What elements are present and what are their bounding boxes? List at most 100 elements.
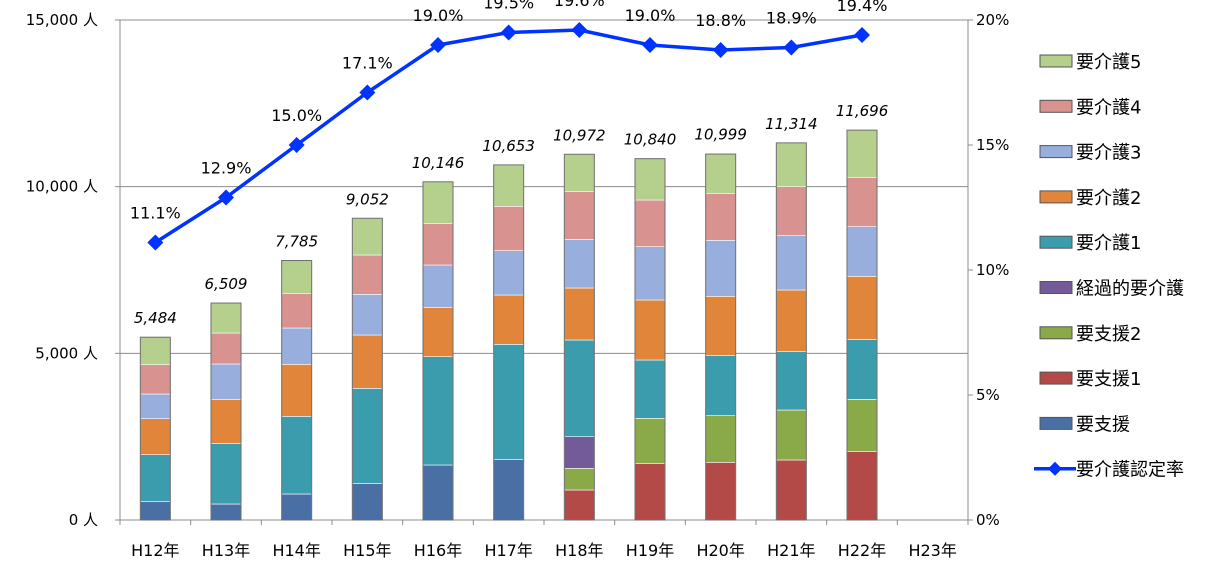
bar-segment — [281, 293, 312, 329]
bar-segment — [846, 226, 878, 277]
bar-segment — [140, 418, 171, 455]
x-tick-label: H19年 — [626, 541, 674, 560]
legend-label: 要介護1 — [1076, 233, 1141, 254]
bar-segment — [776, 186, 807, 236]
bar-segment — [634, 359, 666, 419]
bar-segment — [564, 489, 595, 521]
x-tick-label: H20年 — [696, 541, 744, 560]
bar-segment — [352, 388, 383, 484]
bar-segment — [705, 415, 736, 463]
bar-segment — [776, 289, 807, 352]
bar-segment — [352, 294, 383, 336]
legend-swatch — [1039, 99, 1073, 113]
total-data-label: 10,146 — [412, 154, 465, 172]
bar-outline — [563, 153, 595, 521]
total-data-label: 10,653 — [482, 137, 535, 155]
bar-segment — [352, 334, 383, 389]
bar-segment — [422, 356, 454, 466]
bar-segment — [776, 235, 807, 291]
bar-segment — [564, 287, 595, 341]
total-data-label: 5,484 — [134, 309, 177, 327]
rate-data-label: 15.0% — [271, 106, 322, 125]
total-data-label: 10,999 — [694, 125, 747, 143]
right-tick-label: 20% — [976, 11, 1009, 29]
bar-segment — [634, 246, 666, 301]
bar-segment — [210, 399, 242, 444]
bar-segment — [140, 454, 171, 502]
rate-point — [500, 24, 517, 41]
total-data-label: 11,696 — [836, 102, 889, 120]
x-tick-label: H21年 — [767, 541, 815, 560]
bar-segment — [422, 223, 454, 266]
legend-label: 要介護4 — [1076, 97, 1141, 118]
bar-segment — [140, 336, 171, 365]
legend-swatch — [1039, 371, 1073, 385]
bar-segment — [846, 276, 878, 340]
x-tick-label: H15年 — [343, 541, 391, 560]
rate-data-label: 17.1% — [342, 54, 393, 73]
legend-swatch — [1039, 281, 1073, 294]
x-tick-label: H12年 — [131, 541, 179, 560]
bar-segment — [705, 193, 736, 241]
legend-label: 要介護2 — [1076, 188, 1141, 209]
bar-segment — [634, 463, 666, 521]
x-tick-label: H16年 — [414, 541, 462, 560]
rate-data-label: 19.0% — [625, 6, 676, 25]
bar-segment — [564, 239, 595, 289]
bar-segment — [210, 302, 242, 334]
legend-swatch — [1039, 416, 1073, 430]
rate-point — [712, 42, 729, 58]
rate-data-label: 19.0% — [413, 6, 464, 25]
bar-segment — [705, 240, 736, 297]
total-data-label: 10,972 — [553, 126, 606, 144]
legend-swatch — [1039, 54, 1073, 68]
bar-segment — [705, 296, 736, 356]
bar-segment — [422, 464, 454, 521]
legend-label: 要支援 — [1076, 414, 1130, 435]
bar-outline — [846, 129, 878, 521]
bar-segment — [846, 129, 878, 178]
bar-segment — [140, 501, 171, 521]
rate-point — [642, 37, 658, 53]
bar-segment — [846, 177, 878, 227]
rate-point — [359, 84, 376, 101]
x-tick-label: H14年 — [272, 541, 320, 560]
rate-point — [430, 37, 446, 53]
bar-segment — [422, 181, 454, 224]
bar-segment — [705, 355, 736, 416]
bar-segment — [352, 217, 383, 256]
bar-segment — [846, 339, 878, 400]
left-tick-label: 0 人 — [69, 511, 98, 529]
bar-segment — [564, 339, 595, 437]
bar-segment — [281, 327, 312, 365]
x-tick-label: H17年 — [484, 541, 532, 560]
bar-segment — [493, 164, 524, 207]
bar-segment — [493, 250, 524, 296]
legend-label: 要介護認定率 — [1076, 460, 1184, 481]
bar-segment — [564, 468, 595, 491]
bar-segment — [352, 254, 383, 295]
bar-outline — [775, 142, 807, 521]
total-data-label: 7,785 — [275, 233, 318, 251]
bar-segment — [422, 264, 454, 308]
bar-segment — [564, 153, 595, 192]
rate-data-label: 11.1% — [130, 204, 181, 223]
bar-segment — [210, 332, 242, 365]
rate-point — [218, 189, 234, 206]
bar-segment — [634, 299, 666, 361]
bar-outline — [705, 153, 737, 521]
legend-swatch — [1039, 145, 1073, 159]
rate-data-label: 19.5% — [483, 0, 534, 13]
bar-segment — [140, 393, 171, 419]
bar-outline — [139, 336, 171, 521]
x-tick-label: H23年 — [908, 541, 956, 560]
bar-outline — [493, 164, 525, 521]
left-tick-label: 10,000 人 — [26, 178, 98, 196]
bar-segment — [210, 363, 242, 400]
right-tick-label: 5% — [976, 386, 1000, 404]
right-tick-label: 0% — [976, 511, 1000, 529]
rate-point — [288, 137, 305, 153]
bar-segment — [564, 191, 595, 240]
x-tick-label: H13年 — [202, 541, 250, 560]
